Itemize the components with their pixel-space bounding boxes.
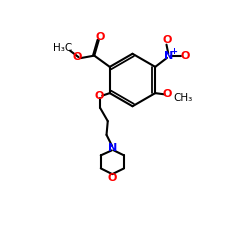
Text: H₃C: H₃C xyxy=(54,43,73,53)
Text: O: O xyxy=(162,36,172,46)
Text: O: O xyxy=(180,51,190,61)
Text: O: O xyxy=(95,32,105,42)
Text: +: + xyxy=(170,47,177,56)
Text: O: O xyxy=(72,52,82,62)
Text: O: O xyxy=(107,173,117,183)
Text: O: O xyxy=(162,90,172,99)
Text: N: N xyxy=(108,143,118,153)
Text: N: N xyxy=(164,52,173,62)
Text: O: O xyxy=(94,91,104,101)
Text: CH₃: CH₃ xyxy=(173,93,192,103)
